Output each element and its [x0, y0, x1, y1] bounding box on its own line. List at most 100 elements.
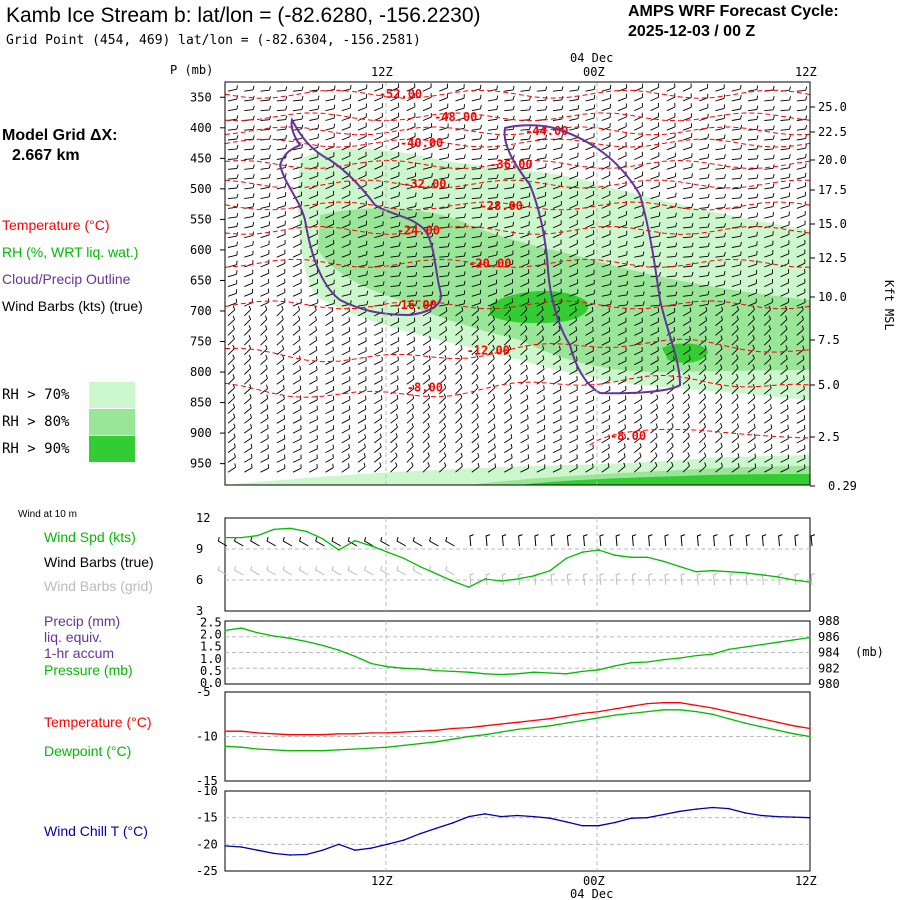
wind-barb-aloft-1345 [438, 432, 447, 444]
wind-barb-aloft-1218 [780, 394, 789, 405]
pres-point-0-14 [451, 670, 454, 673]
temp-tick--10: -10 [196, 730, 218, 744]
wc-point-0-12 [419, 832, 421, 835]
kft-tick-2: 20.0 [818, 153, 847, 167]
wind-barb-aloft-1238 [504, 404, 512, 414]
wind-barb-aloft-24 [617, 84, 628, 92]
wind-barb-aloft-923 [796, 315, 804, 326]
wc-point-0-35 [793, 816, 795, 818]
wind-barb-aloft-1363 [731, 433, 740, 444]
wind-point-0-17 [500, 580, 503, 582]
wind-barb-aloft-1356 [617, 433, 626, 444]
wind-barb-aloft-1310 [471, 423, 479, 434]
wind-barb-aloft-403 [764, 183, 775, 190]
temp-tick--15: -15 [196, 774, 218, 788]
wind-barb-true-32 [745, 534, 751, 547]
wind-barb-aloft-1385 [487, 443, 496, 453]
wind-barb-aloft-364 [731, 174, 743, 180]
wind-barb-aloft-126 [471, 114, 482, 121]
wind-barb-aloft-584 [699, 232, 710, 239]
temp-point-0-25 [630, 705, 633, 707]
wind-barb-aloft-212 [666, 132, 676, 141]
wind-barb-aloft-191 [325, 133, 335, 141]
wind-point-0-7 [338, 549, 340, 551]
wind-barb-aloft-195 [390, 132, 400, 141]
wind-barb-aloft-1278 [552, 415, 562, 424]
wind-barb-grid-17 [501, 573, 507, 586]
wind-barb-aloft-752 [422, 281, 434, 288]
wind-barb-aloft-1027 [682, 345, 691, 356]
wind-barb-aloft-1289 [731, 413, 739, 424]
legend-wind-barbs-grid: Wind Barbs (grid) [44, 578, 153, 594]
wind-barb-aloft-1010 [406, 346, 415, 356]
temp-contour-label-9: -16.00 [393, 298, 436, 312]
pres-point-0-25 [630, 661, 633, 664]
wind-barb-aloft-955 [715, 325, 723, 336]
pres-point-0-30 [711, 653, 714, 655]
wind-barb-aloft-502 [569, 210, 578, 219]
wind-barb-aloft-298 [260, 164, 271, 170]
wind-barb-aloft-32 [747, 85, 759, 92]
wind-barb-aloft-720 [504, 269, 514, 278]
wind-barb-aloft-62 [634, 93, 643, 102]
wind-barb-aloft-1099 [650, 365, 659, 375]
wind-barb-aloft-993 [731, 335, 739, 346]
wind-barb-aloft-748 [357, 280, 368, 288]
pressure-tick-550: 550 [190, 212, 212, 226]
wind-barb-aloft-117 [325, 114, 336, 121]
temp-point-1-23 [598, 717, 600, 719]
wind-barb-aloft-1222 [244, 403, 252, 414]
wind-barb-grid-36 [810, 573, 816, 586]
wind-barb-aloft-770 [715, 280, 726, 288]
wc-point-0-6 [321, 849, 324, 851]
wind-barb-aloft-647 [520, 249, 530, 258]
wind-barb-true-34 [778, 534, 783, 547]
rh90-region-mid [490, 290, 589, 324]
wind-barb-aloft-549 [731, 222, 743, 229]
wind-barb-aloft-1379 [390, 442, 398, 453]
wind-barb-aloft-273 [455, 154, 466, 160]
wind-barb-aloft-901 [439, 316, 448, 326]
wind-barb-aloft-328 [747, 164, 759, 170]
wind-barb-aloft-1353 [569, 434, 578, 444]
wind-barb-aloft-297 [244, 164, 255, 170]
temp-point-1-21 [565, 722, 568, 724]
wind-barb-aloft-1232 [406, 403, 415, 414]
wind-barb-aloft-75 [244, 105, 255, 112]
wind-barb-aloft-236 [455, 144, 466, 151]
wind-barb-aloft-1311 [487, 423, 496, 434]
wind-barb-aloft-138 [666, 112, 676, 121]
wind-barb-aloft-1066 [715, 354, 723, 366]
wc-point-0-16 [484, 813, 486, 815]
wind-tick-3: 3 [196, 604, 203, 618]
wind-barb-aloft-914 [650, 317, 660, 327]
temp-point-0-4 [289, 733, 291, 736]
wind-barb-aloft-50 [439, 93, 449, 102]
wind-barb-aloft-1102 [698, 364, 707, 375]
wind-barb-aloft-598 [325, 239, 335, 248]
wc-point-0-4 [289, 854, 291, 856]
wind-barb-aloft-1159 [422, 384, 431, 395]
wind-barb-aloft-784 [341, 290, 352, 297]
wind-barb-aloft-1202 [520, 394, 529, 405]
wind-barb-aloft-12 [422, 83, 432, 92]
wind-barb-aloft-1150 [276, 385, 285, 395]
wind-barb-aloft-896 [357, 317, 367, 327]
wc-point-0-31 [728, 807, 730, 810]
wind-barb-aloft-350 [504, 173, 515, 180]
wind-barb-aloft-1052 [487, 354, 495, 366]
wind-barb-aloft-323 [666, 162, 677, 170]
temp-contour-label-6: -28.00 [480, 199, 523, 213]
wind-barb-aloft-1456 [438, 462, 447, 473]
wind-chill-panel-frame [224, 790, 811, 872]
wind-barb-aloft-811 [780, 288, 790, 297]
wind-barb-aloft-1450 [341, 463, 350, 473]
wind-barb-true-35 [794, 534, 799, 547]
pres-point-0-0 [224, 629, 226, 632]
wind-barb-aloft-712 [374, 271, 385, 278]
wind-barb-aloft-563 [357, 230, 368, 239]
wind-point-0-4 [289, 527, 291, 530]
wind-barb-aloft-1303 [357, 424, 367, 434]
